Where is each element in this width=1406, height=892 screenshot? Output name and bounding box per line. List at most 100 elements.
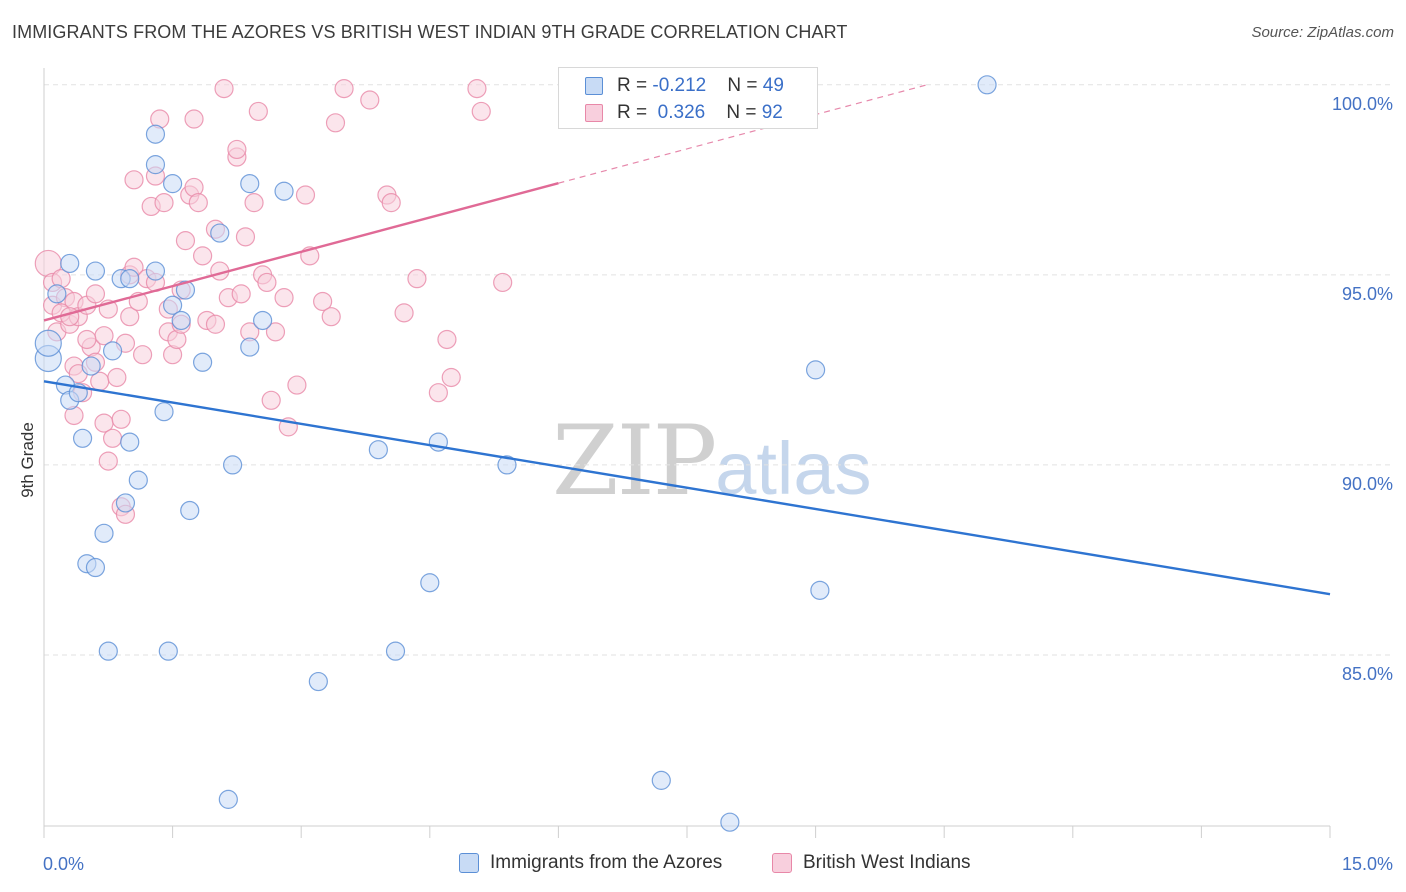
stats-text: R = -0.212 N = 49 <box>617 75 784 97</box>
n-label: N = <box>726 102 762 123</box>
azores-point <box>163 295 183 315</box>
bwi-point <box>124 170 144 190</box>
watermark: ZIPatlas <box>552 405 872 517</box>
bwi-point <box>85 284 106 304</box>
azores-point <box>154 402 174 422</box>
azores-point <box>120 269 140 289</box>
azores-point <box>85 261 106 281</box>
bwi-point <box>235 227 256 247</box>
azores-point <box>34 329 62 357</box>
bwi-point <box>60 307 80 327</box>
bwi-point <box>325 113 346 133</box>
bwi-point <box>407 269 427 289</box>
azores-point <box>385 641 406 661</box>
azores-point <box>193 352 213 372</box>
bwi-point <box>77 329 97 350</box>
legend-swatch-bwi <box>772 853 792 873</box>
azores-point <box>977 75 997 95</box>
source-label: Source: ZipAtlas.com <box>1251 24 1394 41</box>
bwi-point <box>295 185 316 205</box>
bwi-point <box>467 79 487 99</box>
y-tick-label: 95.0% <box>1342 284 1393 304</box>
bwi-point <box>261 390 281 410</box>
azores-point <box>218 789 238 809</box>
tick-labels: 85.0% 90.0% 95.0% 100.0% 0.0% 15.0% <box>43 94 1393 874</box>
azores-point <box>128 470 148 490</box>
bwi-point <box>205 314 226 334</box>
trend-line-dashed <box>558 84 928 184</box>
azores-point <box>145 155 166 175</box>
azores-point <box>274 181 294 201</box>
bwi-point <box>265 322 286 342</box>
bwi-point <box>193 246 213 266</box>
n-value: 92 <box>761 102 783 123</box>
azores-point <box>240 337 260 357</box>
n-value: 49 <box>762 75 784 96</box>
y-tick-label: 90.0% <box>1342 474 1393 494</box>
legend-swatch-azores <box>585 77 603 95</box>
bwi-point <box>360 90 380 110</box>
stats-text: R = 0.326 N = 92 <box>617 102 783 124</box>
y-tick-label: 100.0% <box>1332 94 1393 114</box>
x-tick-label: 15.0% <box>1342 854 1393 874</box>
trend-line-solid <box>43 182 559 322</box>
r-label: R = <box>617 75 653 96</box>
azores-point <box>60 253 80 274</box>
azores-point <box>158 641 178 661</box>
azores-point <box>85 557 106 578</box>
bwi-point <box>102 428 123 448</box>
chart-title: IMMIGRANTS FROM THE AZORES VS BRITISH WE… <box>12 22 848 42</box>
azores-point <box>240 174 260 194</box>
azores-point <box>81 356 101 376</box>
legend-label-azores: Immigrants from the Azores <box>490 852 723 873</box>
bwi-point <box>257 272 277 293</box>
bwi-point <box>381 193 401 213</box>
azores-point <box>497 455 517 475</box>
azores-point <box>223 455 243 475</box>
bwi-point <box>231 284 251 304</box>
azores-point <box>171 310 191 331</box>
bwi-point <box>184 109 204 129</box>
axes <box>43 68 1331 838</box>
bwi-point <box>244 193 264 213</box>
y-tick-label: 85.0% <box>1342 664 1393 684</box>
watermark-zip: ZIP <box>552 405 717 517</box>
trend-line-solid <box>43 380 1331 596</box>
legend-swatch-azores <box>459 853 479 873</box>
azores-point <box>94 523 114 543</box>
azores-point <box>145 261 166 281</box>
legend-swatch-bwi <box>585 104 603 122</box>
azores-point <box>253 310 273 331</box>
bwi-point <box>493 272 513 293</box>
bwi-point <box>394 303 414 323</box>
azores-point <box>72 428 93 448</box>
x-tick-label: 0.0% <box>43 854 84 874</box>
azores-point <box>308 671 328 692</box>
bwi-point <box>274 288 294 308</box>
azores-point <box>720 812 740 832</box>
bwi-point <box>188 193 208 213</box>
n-label: N = <box>727 75 763 96</box>
legend-label-bwi: British West Indians <box>803 852 971 873</box>
bwi-point <box>471 101 491 122</box>
azores-point <box>47 284 67 304</box>
azores-point <box>180 500 200 521</box>
bwi-point <box>227 139 247 160</box>
bwi-point <box>428 383 448 403</box>
azores-point <box>120 432 140 452</box>
bwi-point <box>334 79 354 99</box>
azores-point <box>420 573 440 593</box>
bwi-point <box>120 307 140 327</box>
bwi-point <box>321 307 341 327</box>
bwi-point <box>248 101 268 122</box>
series-british-west-indians <box>34 79 513 524</box>
bwi-point <box>132 345 153 365</box>
bwi-point <box>441 367 461 388</box>
y-axis-label: 9th Grade <box>18 422 37 498</box>
bwi-point <box>287 375 307 395</box>
trend-lines <box>43 84 1331 596</box>
r-value: -0.212 <box>652 75 707 96</box>
azores-point <box>805 360 826 380</box>
bwi-point <box>154 193 174 213</box>
